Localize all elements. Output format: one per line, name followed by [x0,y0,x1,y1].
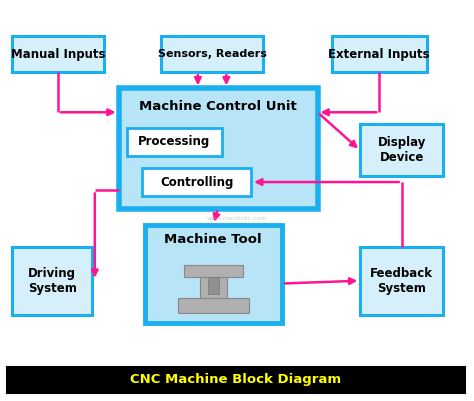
Text: External Inputs: External Inputs [328,48,430,61]
Text: Driving
System: Driving System [27,267,77,295]
Text: Manual Inputs: Manual Inputs [11,48,105,61]
FancyBboxPatch shape [7,367,465,393]
FancyBboxPatch shape [184,265,243,277]
FancyBboxPatch shape [12,247,92,315]
Text: Machine Tool: Machine Tool [164,233,262,246]
FancyBboxPatch shape [12,36,104,72]
FancyBboxPatch shape [360,124,443,176]
FancyBboxPatch shape [178,298,249,313]
FancyBboxPatch shape [208,277,219,294]
Text: Sensors, Readers: Sensors, Readers [158,49,266,59]
Text: Display
Device: Display Device [377,136,426,164]
FancyBboxPatch shape [161,36,263,72]
Text: www.mecholic.com: www.mecholic.com [207,216,267,221]
Text: Machine Control Unit: Machine Control Unit [139,100,297,113]
Text: Controlling: Controlling [160,176,233,188]
Text: Processing: Processing [138,136,210,148]
FancyBboxPatch shape [142,168,251,196]
Text: CNC Machine Block Diagram: CNC Machine Block Diagram [130,373,341,387]
FancyBboxPatch shape [332,36,427,72]
FancyBboxPatch shape [118,88,318,209]
FancyBboxPatch shape [145,225,282,323]
FancyBboxPatch shape [127,128,222,156]
Text: Feedback
System: Feedback System [370,267,433,295]
FancyBboxPatch shape [200,277,227,298]
FancyBboxPatch shape [360,247,443,315]
